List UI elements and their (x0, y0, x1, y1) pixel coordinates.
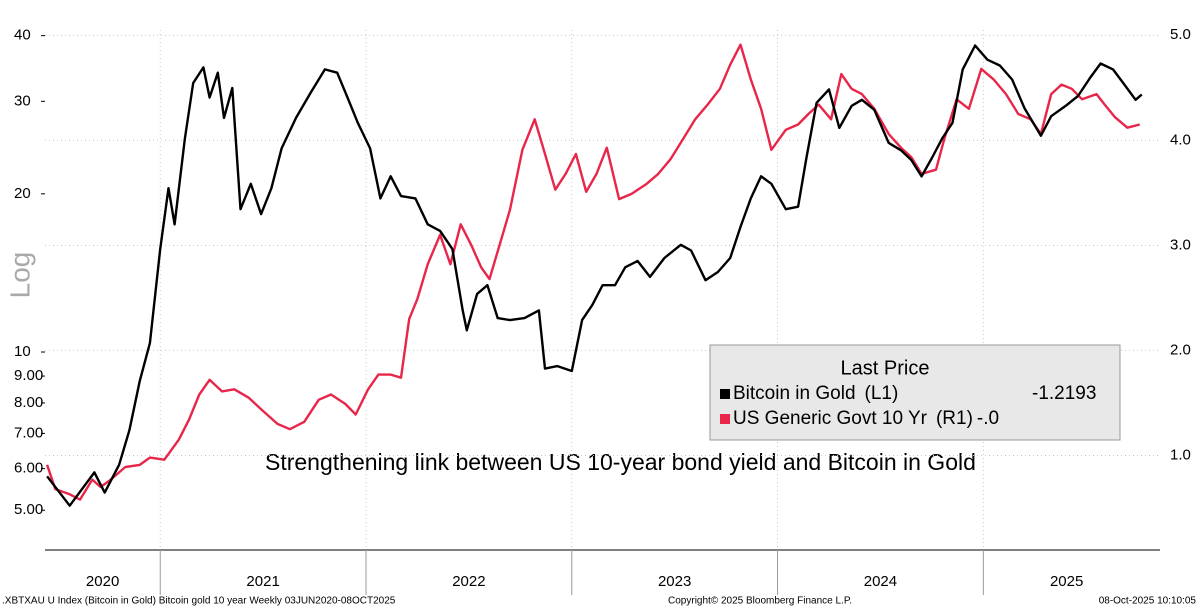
legend-label: Bitcoin in Gold (L1) (733, 383, 898, 404)
legend-value: -.0 (977, 408, 999, 429)
legend-box (709, 344, 1121, 441)
legend-swatch (720, 389, 730, 399)
x-tick-label: 2024 (864, 573, 897, 590)
y2-tick-label: 4.0 (1170, 131, 1191, 148)
x-tick-label: 2025 (1050, 573, 1083, 590)
y-tick-label: 40 (14, 27, 31, 44)
footer-right: 08-Oct-2025 10:10:05 (1099, 596, 1197, 607)
y-tick-label: 10 (14, 343, 31, 360)
y-tick-label: 20 (14, 185, 31, 202)
series-line (45, 43, 1141, 501)
y-tick-label: 7.00 (14, 424, 43, 441)
x-tick-label: 2020 (86, 573, 119, 590)
x-tick-label: 2022 (452, 573, 485, 590)
legend-swatch (720, 414, 730, 424)
y-tick-label: 5.00 (14, 501, 43, 518)
footer-center: Copyright© 2025 Bloomberg Finance L.P. (668, 596, 852, 607)
footer-left: .XBTXAU U Index (Bitcoin in Gold) Bitcoi… (2, 596, 396, 607)
annotation: Strengthening link between US 10-year bo… (265, 449, 976, 475)
x-tick-label: 2021 (246, 573, 279, 590)
series-line (46, 44, 1143, 507)
legend-value: -1.2193 (1032, 383, 1096, 404)
y2-tick-label: 1.0 (1170, 446, 1191, 463)
y-tick-label: 8.00 (14, 394, 43, 411)
y-tick-label: 30 (14, 92, 31, 109)
legend-label: US Generic Govt 10 Yr (R1) (733, 408, 973, 429)
legend-title: Last Price (841, 357, 930, 379)
y-tick-label: 6.00 (14, 460, 43, 477)
y2-tick-label: 3.0 (1170, 236, 1191, 253)
y-tick-label: 9.00 (14, 367, 43, 384)
legend-axis: (R1) (936, 408, 973, 429)
y2-tick-label: 5.0 (1170, 26, 1191, 43)
legend-name: Bitcoin in Gold (733, 383, 856, 404)
y2-tick-label: 2.0 (1170, 341, 1191, 358)
legend-axis: (L1) (865, 383, 899, 404)
x-tick-label: 2023 (658, 573, 691, 590)
legend-name: US Generic Govt 10 Yr (733, 408, 928, 429)
y-axis-label: Log (4, 252, 35, 299)
